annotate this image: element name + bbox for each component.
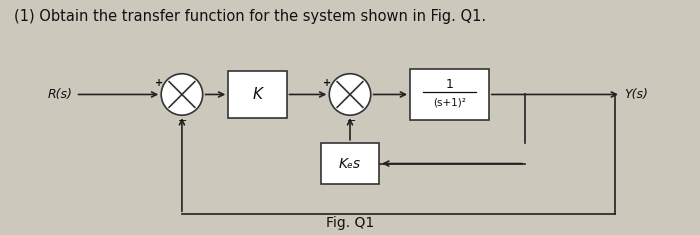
Text: +: + bbox=[155, 78, 163, 88]
FancyBboxPatch shape bbox=[410, 69, 489, 120]
Text: Fig. Q1: Fig. Q1 bbox=[326, 216, 374, 230]
Text: +: + bbox=[323, 78, 331, 88]
Text: K: K bbox=[253, 87, 262, 102]
Text: Y(s): Y(s) bbox=[624, 88, 648, 101]
Text: (1) Obtain the transfer function for the system shown in Fig. Q1.: (1) Obtain the transfer function for the… bbox=[14, 9, 486, 24]
Text: −: − bbox=[178, 116, 188, 126]
Text: R(s): R(s) bbox=[48, 88, 72, 101]
Text: 1: 1 bbox=[445, 78, 454, 90]
Text: Kₑs: Kₑs bbox=[339, 157, 361, 171]
FancyBboxPatch shape bbox=[228, 71, 286, 118]
FancyBboxPatch shape bbox=[321, 143, 379, 184]
Ellipse shape bbox=[161, 74, 203, 115]
Text: −: − bbox=[346, 116, 356, 126]
Ellipse shape bbox=[329, 74, 371, 115]
Text: (s+1)²: (s+1)² bbox=[433, 97, 466, 107]
